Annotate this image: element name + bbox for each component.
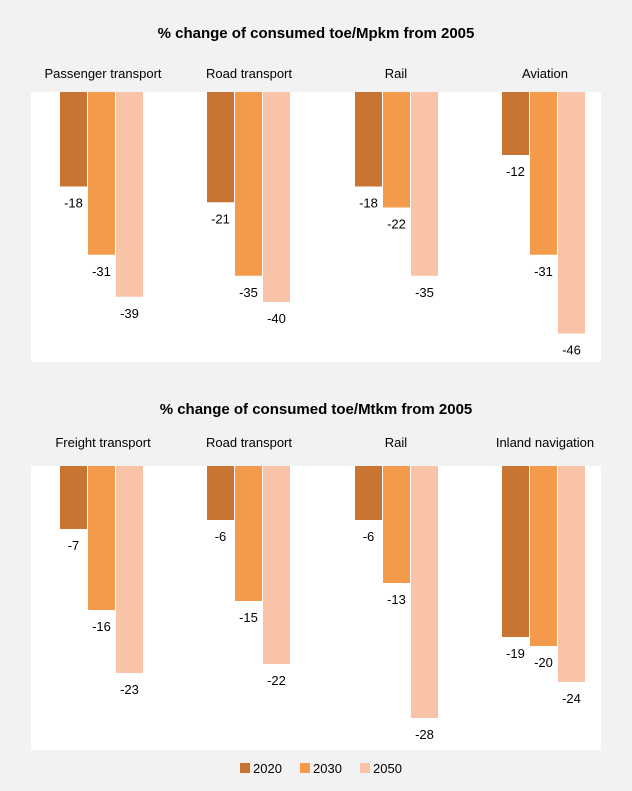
chart-2-bar-2050-3: [558, 466, 585, 682]
chart-2-data-label-2050-1: -22: [267, 673, 286, 688]
chart-1-data-label-2030-1: -35: [239, 285, 258, 300]
chart-2-title: % change of consumed toe/Mtkm from 2005: [160, 401, 473, 418]
chart-1-bar-2030-0: [88, 92, 115, 255]
chart-1-bar-2020-1: [207, 92, 234, 203]
chart-1-data-label-2020-3: -12: [506, 164, 525, 179]
chart-1-bar-2050-0: [116, 92, 143, 297]
chart-2-bar-2020-1: [207, 466, 234, 520]
chart-1-data-label-2050-2: -35: [415, 285, 434, 300]
chart-1-data-label-2020-0: -18: [64, 196, 83, 211]
chart-2-category-label-0: Freight transport: [55, 435, 151, 450]
chart-2-bar-2030-1: [235, 466, 262, 601]
chart-1-data-label-2020-2: -18: [359, 196, 378, 211]
legend: 2020 2030 2050: [240, 761, 402, 776]
chart-1-data-label-2030-0: -31: [92, 264, 111, 279]
chart-2-category-label-2: Rail: [385, 435, 408, 450]
chart-2-data-label-2020-2: -6: [363, 529, 375, 544]
chart-1-category-label-1: Road transport: [206, 66, 292, 81]
chart-2-bar-2030-2: [383, 466, 410, 583]
chart-1-bar-2030-2: [383, 92, 410, 208]
legend-label-2020: 2020: [253, 761, 282, 776]
legend-swatch-2050: [360, 763, 370, 773]
chart-1-bar-2050-1: [263, 92, 290, 302]
chart-1-category-label-2: Rail: [385, 66, 408, 81]
chart-2-data-label-2030-3: -20: [534, 655, 553, 670]
chart-1-bar-2030-3: [530, 92, 557, 255]
chart-2-category-label-3: Inland navigation: [496, 435, 594, 450]
chart-2-category-label-1: Road transport: [206, 435, 292, 450]
chart-2-data-label-2020-3: -19: [506, 646, 525, 661]
chart-1-data-label-2050-0: -39: [120, 306, 139, 321]
chart-1-bar-2020-3: [502, 92, 529, 155]
chart-2-data-label-2020-0: -7: [68, 538, 80, 553]
chart-panel-2: % change of consumed toe/Mtkm from 2005 …: [31, 401, 601, 750]
chart-1-data-label-2030-2: -22: [387, 217, 406, 232]
chart-1-bar-2030-1: [235, 92, 262, 276]
chart-1-data-label-2050-3: -46: [562, 343, 581, 358]
chart-2-data-label-2020-1: -6: [215, 529, 227, 544]
legend-label-2030: 2030: [313, 761, 342, 776]
chart-2-bar-2050-1: [263, 466, 290, 664]
chart-2-bar-2050-0: [116, 466, 143, 673]
chart-2-bar-2030-3: [530, 466, 557, 646]
legend-swatch-2020: [240, 763, 250, 773]
chart-1-bar-2050-2: [411, 92, 438, 276]
chart-1-bar-2020-0: [60, 92, 87, 187]
chart-1-title: % change of consumed toe/Mpkm from 2005: [158, 25, 475, 42]
chart-2-data-label-2050-0: -23: [120, 682, 139, 697]
chart-1-data-label-2020-1: -21: [211, 211, 230, 226]
chart-2-data-label-2050-2: -28: [415, 727, 434, 742]
chart-1-bars: -18 -21 -18 -12 -31 -35 -22 -31 -39 -40 -35 -46: [60, 92, 585, 358]
chart-2-data-label-2050-3: -24: [562, 691, 581, 706]
chart-panel-1: % change of consumed toe/Mpkm from 2005 …: [31, 25, 601, 362]
chart-2-data-label-2030-0: -16: [92, 619, 111, 634]
chart-1-data-label-2050-1: -40: [267, 311, 286, 326]
chart-2-bar-2020-0: [60, 466, 87, 529]
chart-1-bar-2020-2: [355, 92, 382, 187]
chart-1-data-label-2030-3: -31: [534, 264, 553, 279]
chart-1-category-label-0: Passenger transport: [44, 66, 161, 81]
chart-2-bar-2020-3: [502, 466, 529, 637]
chart-2-bar-2030-0: [88, 466, 115, 610]
chart-2-data-label-2030-1: -15: [239, 610, 258, 625]
legend-label-2050: 2050: [373, 761, 402, 776]
chart-2-bar-2050-2: [411, 466, 438, 718]
chart-2-data-label-2030-2: -13: [387, 592, 406, 607]
chart-2-bar-2020-2: [355, 466, 382, 520]
chart-1-bar-2050-3: [558, 92, 585, 334]
chart-2-bars: -7 -6 -6 -19 -16 -15 -13 -20 -23 -22 -28 -24: [60, 466, 585, 742]
legend-swatch-2030: [300, 763, 310, 773]
chart-1-category-label-3: Aviation: [522, 66, 568, 81]
